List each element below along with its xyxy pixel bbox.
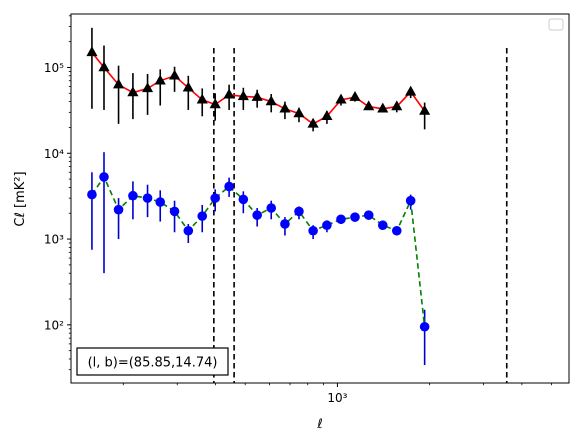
axis-ticks: 10³ 10² 10³ 10⁴ 10⁵ [44,15,552,405]
data-point-1-16 [308,225,318,236]
data-point-0-24 [419,104,431,115]
series-1 [87,152,430,366]
data-point-1-5 [155,197,166,207]
data-point-0-3 [127,86,139,97]
data-point-1-4 [142,193,153,203]
data-point-1-3 [128,190,138,201]
x-tick-label-0: 10³ [327,391,347,405]
data-point-0-20 [363,100,375,111]
data-point-1-21 [377,220,388,231]
data-point-1-7 [183,225,194,236]
data-point-0-23 [405,85,417,96]
data-point-1-23 [405,195,416,206]
data-point-1-20 [363,210,374,220]
data-point-0-10 [223,88,235,99]
data-point-1-13 [266,203,277,213]
data-point-0-0 [86,46,98,57]
y-tick-label-2: 10⁴ [44,147,64,161]
y-axis-label: Cℓ [mK²] [13,171,28,226]
data-point-1-17 [322,220,332,231]
data-point-0-15 [293,107,305,118]
data-point-0-17 [321,110,333,120]
data-point-0-7 [182,81,194,92]
data-point-0-18 [335,93,347,104]
annotation-box [76,347,229,376]
series-group [86,27,431,366]
data-point-0-1 [98,61,110,72]
data-point-0-21 [377,102,389,113]
data-point-1-8 [197,211,208,221]
x-axis-label: ℓ [316,417,322,432]
data-point-1-24 [419,321,430,332]
data-point-1-9 [210,193,220,203]
data-point-1-2 [113,204,124,215]
data-point-1-12 [252,210,262,220]
series-0 [86,27,431,132]
data-point-1-15 [294,206,304,217]
data-point-0-8 [196,93,208,104]
data-point-0-13 [265,95,277,106]
data-point-0-14 [279,102,291,113]
y-tick-label-0: 10² [44,318,64,332]
data-point-0-16 [307,117,319,128]
data-point-1-11 [238,194,249,205]
legend-box [548,18,564,31]
data-point-1-6 [169,206,180,217]
data-point-1-1 [99,172,109,182]
data-point-0-22 [391,100,403,111]
data-point-1-22 [391,225,402,236]
data-point-1-14 [280,219,290,229]
data-point-0-11 [237,90,249,101]
data-point-1-10 [224,181,234,192]
y-tick-label-3: 10⁵ [44,61,64,75]
data-point-0-19 [349,91,361,101]
data-point-1-19 [350,212,360,222]
data-point-0-5 [154,74,166,85]
y-tick-label-1: 10³ [44,233,64,247]
data-point-0-12 [251,91,263,101]
data-point-0-9 [209,98,221,109]
data-point-0-2 [113,78,125,89]
data-point-1-0 [87,189,97,200]
annotation-text: (l, b)=(85.85,14.74) [88,356,218,371]
data-point-0-6 [169,69,181,80]
data-point-0-4 [142,82,154,93]
data-point-1-18 [336,214,346,225]
